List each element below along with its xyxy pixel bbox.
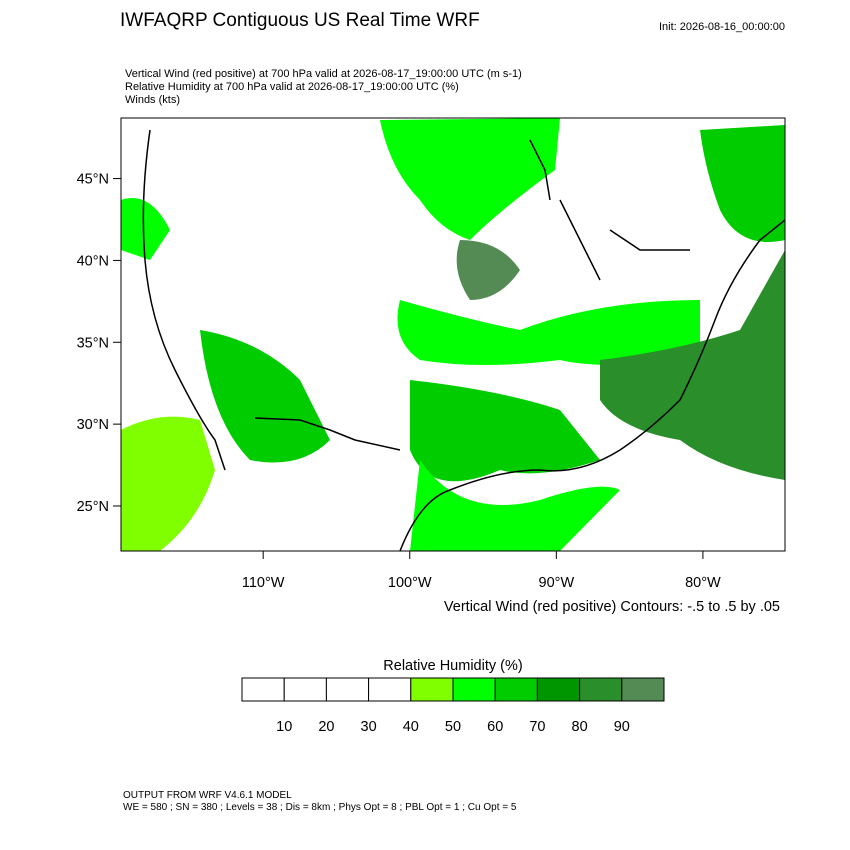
lon-label: 80°W <box>685 575 721 591</box>
colorbar-label: 80 <box>572 719 588 735</box>
colorbar-box <box>368 677 412 702</box>
colorbar-label: 20 <box>318 719 334 735</box>
colorbar-label: 30 <box>361 719 377 735</box>
colorbar-label: 70 <box>529 719 545 735</box>
footer: OUTPUT FROM WRF V4.6.1 MODEL <box>123 790 292 801</box>
colorbar-label: 10 <box>276 719 292 735</box>
colorbar-box <box>452 677 496 702</box>
colorbar-box <box>579 677 623 702</box>
title: IWFAQRP Contiguous US Real Time WRF <box>120 10 480 31</box>
subtitle: Winds (kts) <box>125 94 180 106</box>
colorbar-box <box>283 677 327 702</box>
lat-label: 25°N <box>77 499 109 515</box>
lon-label: 100°W <box>388 575 432 591</box>
colorbar-title: Relative Humidity (%) <box>383 658 522 674</box>
footer: WE = 580 ; SN = 380 ; Levels = 38 ; Dis … <box>123 802 517 813</box>
lat-label: 35°N <box>77 335 109 351</box>
colorbar: 10 20 30 40 50 60 70 80 90 <box>241 677 665 735</box>
lat-label: 40°N <box>77 253 109 269</box>
lon-label: 90°W <box>539 575 575 591</box>
colorbar-box <box>621 677 665 702</box>
subtitle: Relative Humidity at 700 hPa valid at 20… <box>125 81 459 93</box>
subtitle: Vertical Wind (red positive) at 700 hPa … <box>125 68 522 80</box>
colorbar-box <box>410 677 454 702</box>
colorbar-label: 50 <box>445 719 461 735</box>
colorbar-label: 60 <box>487 719 503 735</box>
init-time: Init: 2026-08-16_00:00:00 <box>659 21 785 33</box>
coastlines <box>142 129 786 552</box>
map-fill <box>121 118 785 551</box>
colorbar-label: 40 <box>403 719 419 735</box>
axes: 45°N 40°N 35°N 30°N 25°N 110°W 100°W 90°W 80°W <box>77 172 721 591</box>
colorbar-box <box>536 677 581 702</box>
lat-label: 30°N <box>77 417 109 433</box>
colorbar-box <box>241 677 285 702</box>
colorbar-label: 90 <box>614 719 630 735</box>
colorbar-box <box>494 677 538 702</box>
lon-label: 110°W <box>242 575 285 591</box>
lat-label: 45°N <box>77 172 109 188</box>
map-frame <box>120 117 786 552</box>
colorbar-box <box>325 677 370 702</box>
contour-note: Vertical Wind (red positive) Contours: -… <box>444 599 780 615</box>
